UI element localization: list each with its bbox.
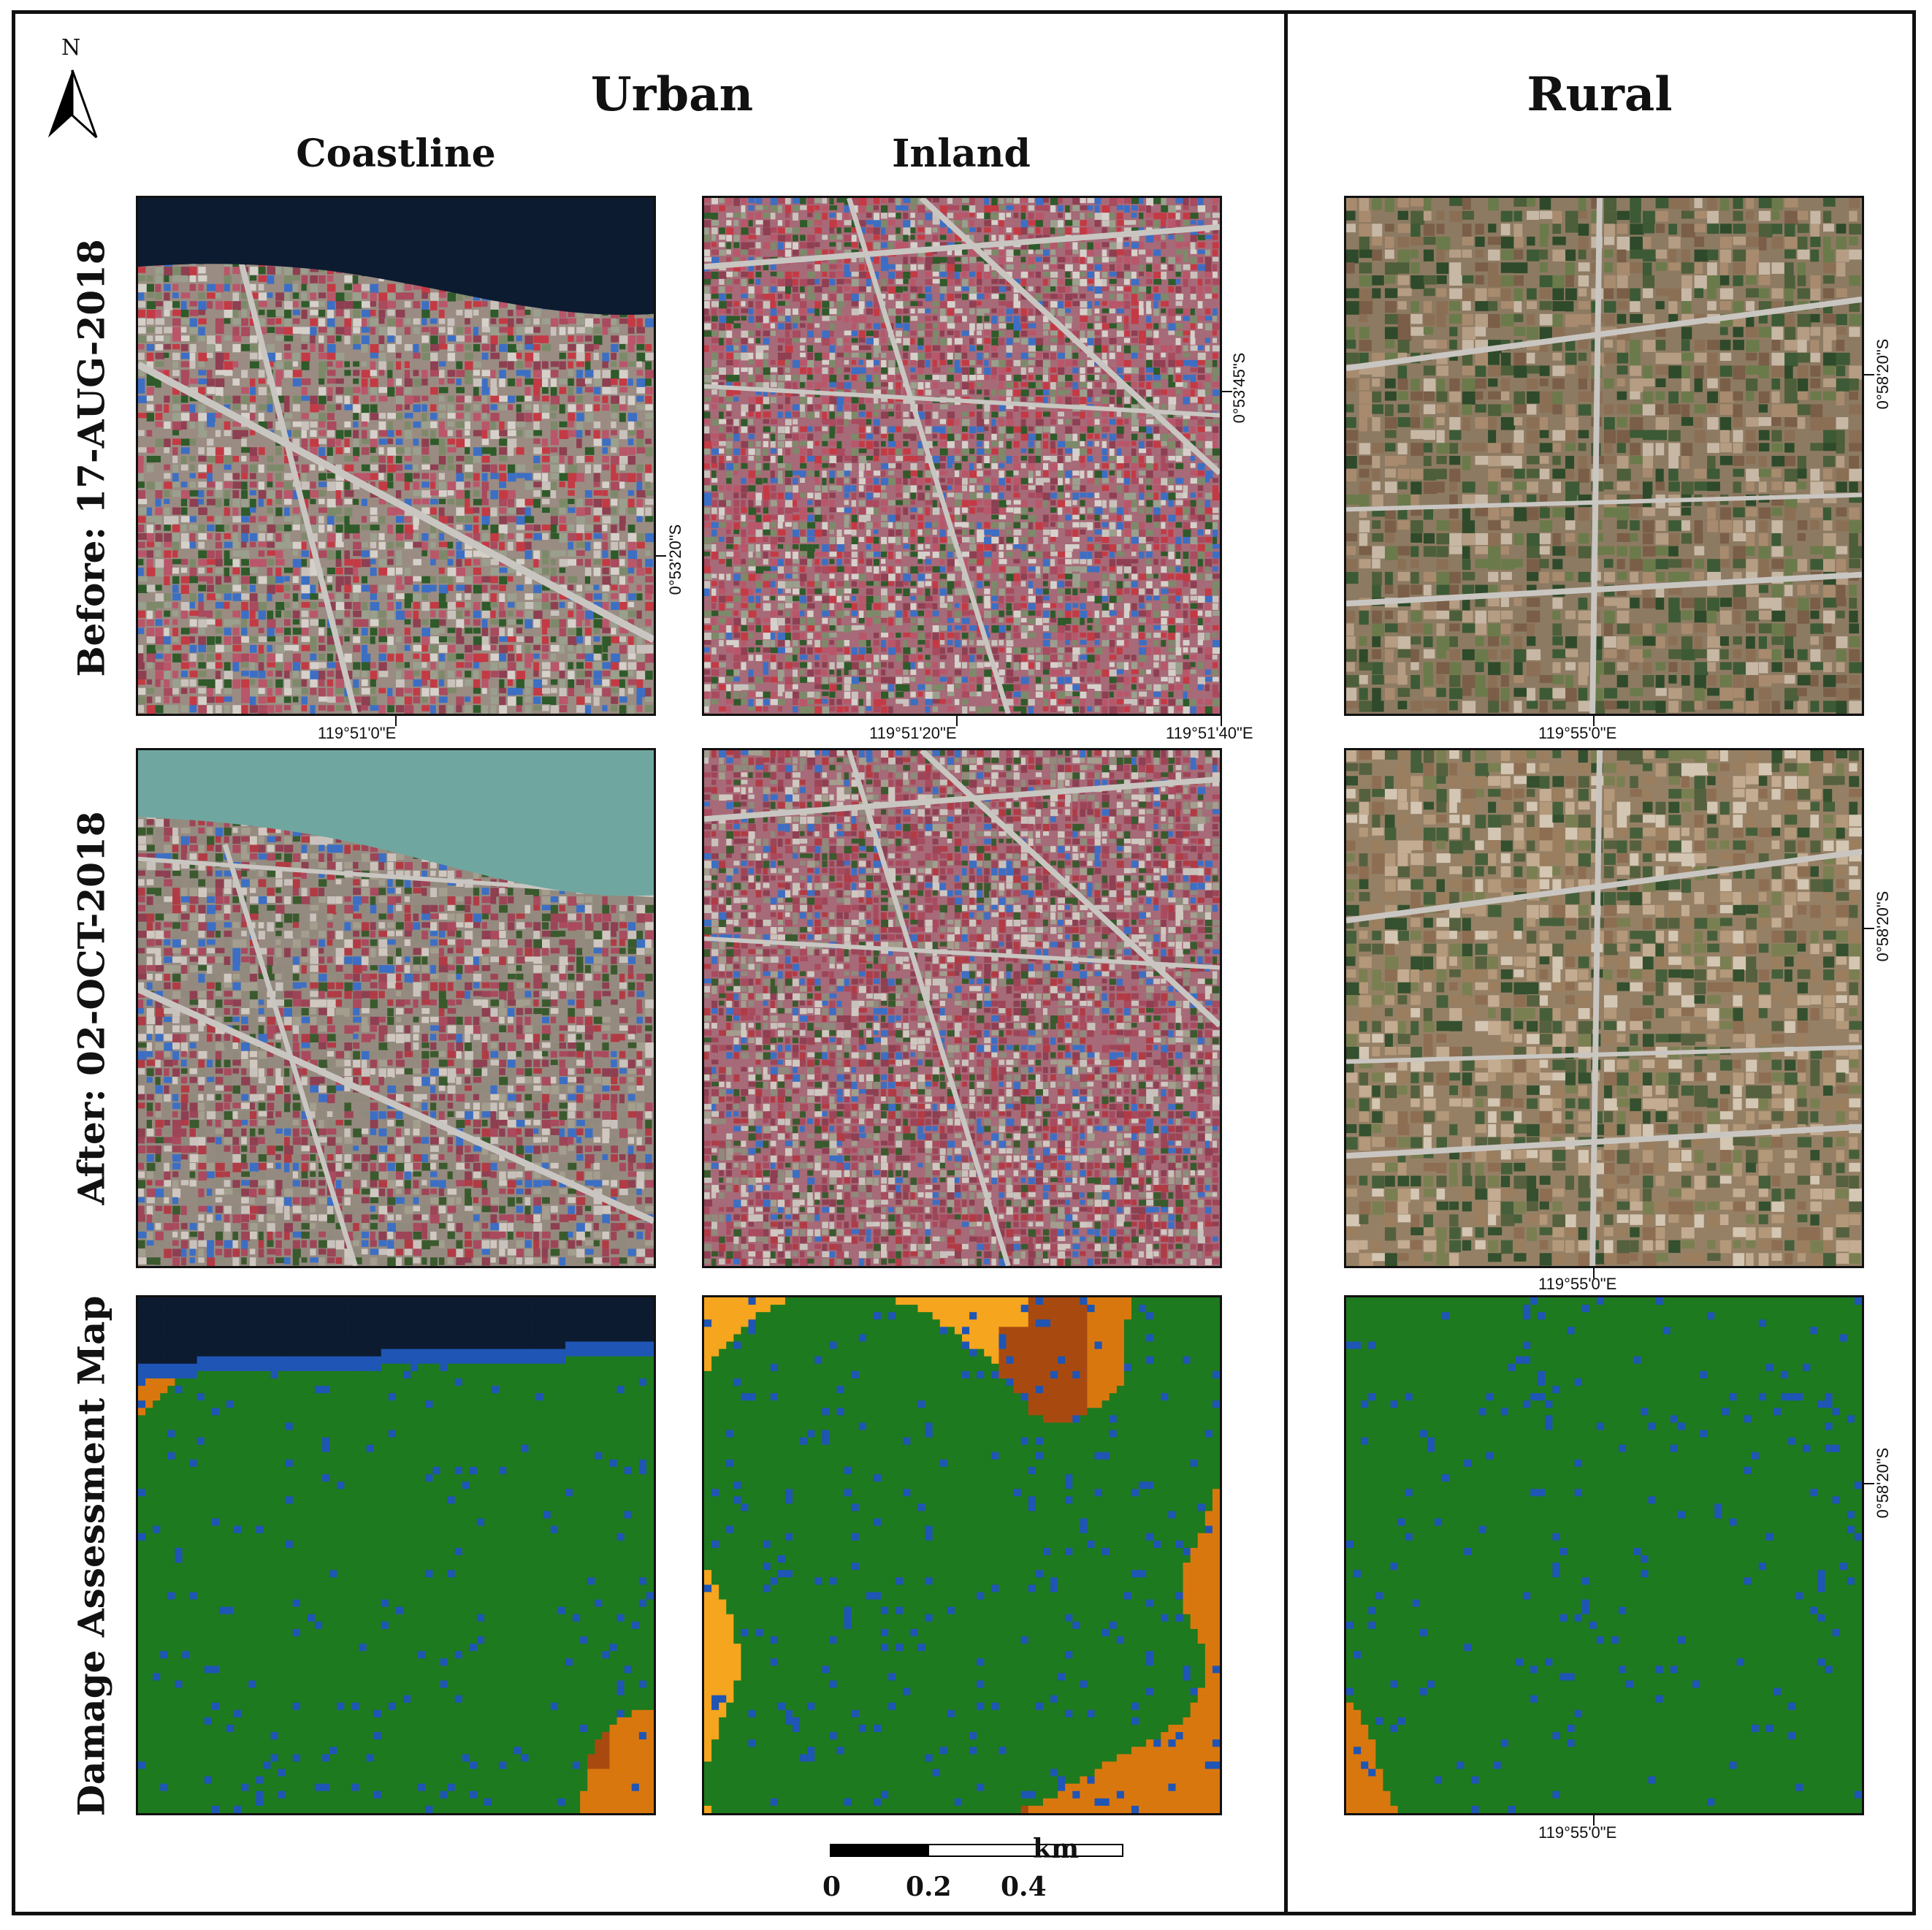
coord-coast-before-lat: 0°53'20"S (666, 525, 685, 595)
north-arrow-label: N (61, 35, 80, 61)
coord-inland-before-lon1: 119°51'20"E (869, 724, 957, 743)
heading-rural: Rural (1490, 67, 1709, 122)
coord-tick (656, 555, 666, 557)
figure-frame (12, 10, 1916, 1915)
scale-bar-tick-0: 0 (822, 1872, 841, 1902)
map-coastline-after (136, 748, 656, 1268)
coord-tick (1864, 928, 1874, 929)
map-coastline-before (136, 196, 656, 716)
scale-bar-black-segment (830, 1844, 928, 1857)
coord-tick (395, 716, 397, 726)
coord-rural-after-lat: 0°58'20"S (1874, 891, 1893, 962)
row-label-after: After: 02-OCT-2018 (70, 811, 113, 1205)
north-arrow: N (45, 35, 99, 145)
heading-urban: Urban (562, 67, 782, 122)
coord-tick (1221, 716, 1222, 726)
coord-rural-before-lat: 0°58'20"S (1874, 339, 1893, 410)
coord-coast-before-lon: 119°51'0"E (318, 724, 396, 743)
map-inland-after (702, 748, 1222, 1268)
scale-bar (830, 1844, 1123, 1858)
map-coastline-damage (136, 1295, 656, 1815)
north-arrow-icon (48, 69, 98, 139)
coord-tick (1222, 391, 1232, 392)
scale-bar-tick-2: 0.4 (1001, 1872, 1047, 1902)
coord-inland-before-lat: 0°53'45"S (1230, 353, 1249, 424)
coord-rural-after-lon: 119°55'0"E (1538, 1275, 1616, 1294)
scale-bar-white-segment (928, 1844, 1123, 1857)
scale-bar-unit: km (1033, 1834, 1079, 1864)
coord-tick (1593, 1815, 1595, 1826)
coord-tick (1864, 374, 1874, 375)
heading-inland: Inland (808, 131, 1115, 176)
map-rural-after (1344, 748, 1864, 1268)
map-rural-damage (1344, 1295, 1864, 1815)
coord-tick (1593, 1268, 1595, 1278)
map-inland-damage (702, 1295, 1222, 1815)
urban-rural-divider (1284, 10, 1288, 1915)
coord-rural-damage-lat: 0°58'20"S (1874, 1448, 1893, 1519)
coord-tick (1864, 1483, 1874, 1484)
map-inland-before (702, 196, 1222, 716)
coord-rural-before-lon: 119°55'0"E (1538, 724, 1616, 743)
coord-tick (1593, 716, 1595, 726)
row-label-before: Before: 17-AUG-2018 (70, 239, 113, 676)
scale-bar-tick-1: 0.2 (906, 1872, 952, 1902)
coord-inland-before-lon2: 119°51'40"E (1166, 724, 1253, 743)
row-label-damage: Damage Assessment Map (70, 1296, 113, 1817)
coord-rural-damage-lon: 119°55'0"E (1538, 1823, 1616, 1842)
map-rural-before (1344, 196, 1864, 716)
coord-tick (956, 716, 958, 726)
heading-coastline: Coastline (243, 131, 549, 176)
